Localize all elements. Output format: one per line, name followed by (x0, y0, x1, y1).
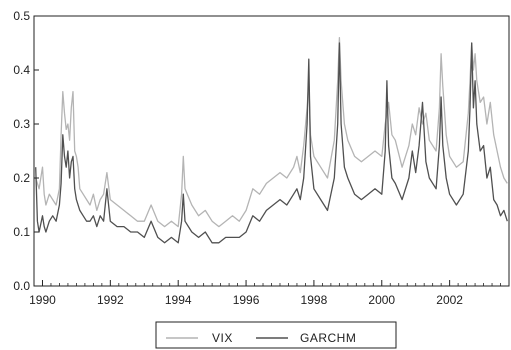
legend-box (155, 321, 397, 349)
legend: VIX GARCHM (155, 321, 397, 349)
y-axis: 0.0 0.1 0.2 0.3 0.4 0.5 (13, 9, 39, 293)
x-tick-label: 1990 (29, 293, 56, 307)
series-line-garchm (35, 42, 508, 244)
x-tick-label: 2000 (368, 293, 395, 307)
series-line-vix (35, 36, 508, 228)
series-layer (35, 36, 508, 244)
x-tick-label: 1998 (301, 293, 328, 307)
y-tick-label: 0.1 (13, 225, 30, 239)
plot-frame (33, 15, 510, 287)
y-tick-label: 0.2 (13, 171, 30, 185)
legend-label-vix: VIX (212, 331, 233, 345)
x-tick-label: 2002 (436, 293, 463, 307)
y-tick-label: 0.4 (13, 63, 30, 77)
x-tick-label: 1992 (97, 293, 124, 307)
y-tick-label: 0.0 (13, 279, 30, 293)
y-tick-label: 0.5 (13, 9, 30, 23)
x-axis: 1990 1992 1994 1996 1998 2000 2002 (29, 280, 510, 307)
legend-label-garchm: GARCHM (300, 331, 356, 345)
y-tick-label: 0.3 (13, 117, 30, 131)
x-tick-label: 1996 (233, 293, 260, 307)
x-tick-label: 1994 (165, 293, 192, 307)
